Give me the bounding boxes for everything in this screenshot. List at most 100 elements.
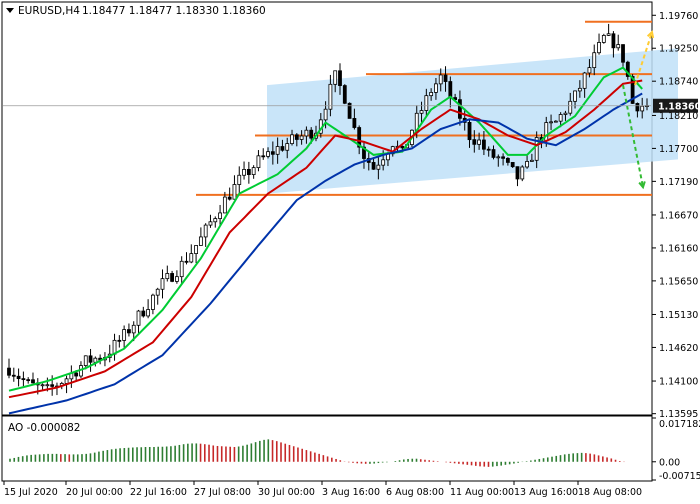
time-axis: 15 Jul 2020 20 Jul 00:00 22 Jul 16:00 27 Ju… xyxy=(3,481,642,498)
candle-body xyxy=(534,137,539,161)
candle-body xyxy=(597,42,601,54)
candle-body xyxy=(438,74,443,85)
ao-tick-label: 0.017182 xyxy=(659,419,700,430)
candle-body xyxy=(424,95,429,111)
candle-body xyxy=(577,87,582,92)
candle-body xyxy=(347,102,352,119)
current-price-box xyxy=(653,98,698,113)
candle-body xyxy=(83,355,88,366)
candle-body xyxy=(179,260,184,278)
price-axis: 1.19760 1.19250 1.18740 1.18210 1.17700 1.171… xyxy=(652,11,700,420)
candle-body xyxy=(198,236,203,246)
forecast-arrow-up xyxy=(634,31,653,86)
candle-body xyxy=(64,378,69,384)
candle-body xyxy=(486,148,491,151)
candle-body xyxy=(213,218,218,223)
candle-body xyxy=(568,100,573,114)
candle-body xyxy=(520,166,525,180)
candle-body xyxy=(11,374,16,377)
candle-body xyxy=(251,167,256,175)
candle-body xyxy=(136,310,141,326)
candle-body xyxy=(621,44,625,63)
candle-body xyxy=(208,221,213,226)
price-tick-label: 1.14620 xyxy=(659,343,698,354)
moving-averages xyxy=(8,66,643,415)
candle-body xyxy=(26,379,31,382)
current-price-label: 1.18360 xyxy=(658,101,700,112)
candle-body xyxy=(256,155,261,169)
candle-body xyxy=(146,309,151,317)
candle-body xyxy=(510,162,515,168)
ao-tick-label: 0.00 xyxy=(659,457,680,468)
candle-body xyxy=(458,99,462,119)
candle-body xyxy=(616,44,621,49)
candle-body xyxy=(232,184,237,200)
channel-layer xyxy=(267,48,678,194)
price-tick-label: 1.18210 xyxy=(659,111,698,122)
candle-body xyxy=(155,288,160,296)
candle-body xyxy=(342,85,347,104)
price-tick-label: 1.16160 xyxy=(659,243,698,254)
candle-body xyxy=(529,159,534,162)
candle-body xyxy=(280,146,285,151)
candle-body xyxy=(294,134,299,140)
candle-body xyxy=(74,372,79,377)
candle-body xyxy=(544,122,549,142)
time-tick-label: 18 Aug 08:00 xyxy=(578,487,642,498)
candle-body xyxy=(304,129,309,137)
price-tick-label: 1.16670 xyxy=(659,210,698,221)
candle-body xyxy=(376,164,381,170)
candle-body xyxy=(141,310,146,317)
candle-body xyxy=(122,329,127,341)
price-tick-label: 1.19250 xyxy=(659,44,698,55)
ao-histogram xyxy=(9,439,625,467)
price-tick-label: 1.18740 xyxy=(659,77,698,88)
candle-body xyxy=(328,83,333,110)
candle-body xyxy=(127,329,131,334)
price-tick-label: 1.15650 xyxy=(659,276,698,287)
main-panel-frame xyxy=(1,1,653,416)
time-tick-label: 22 Jul 16:00 xyxy=(130,487,187,498)
time-tick-label: 6 Aug 08:00 xyxy=(386,487,444,498)
candle-body xyxy=(338,70,342,86)
candle-body xyxy=(400,145,405,149)
candle-body xyxy=(549,121,553,124)
candle-body xyxy=(611,33,616,49)
candle-body xyxy=(573,90,577,102)
candle-body xyxy=(482,139,486,150)
ao-axis: 0.017182 0.00 -0.007155 xyxy=(652,417,700,482)
time-tick-label: 30 Jul 00:00 xyxy=(258,487,315,498)
candle-body xyxy=(242,169,246,176)
candle-body xyxy=(635,103,640,112)
candle-body xyxy=(515,166,520,180)
candle-body xyxy=(582,72,587,89)
candle-body xyxy=(362,146,366,159)
candle-body xyxy=(203,224,208,238)
candle-body xyxy=(160,278,165,290)
candle-body xyxy=(174,276,179,282)
candle-body xyxy=(630,76,635,104)
candle-body xyxy=(434,83,438,93)
candle-body xyxy=(592,52,597,69)
candle-body xyxy=(357,127,362,148)
forecast-arrow-down xyxy=(622,84,644,188)
time-tick-label: 27 Jul 08:00 xyxy=(194,487,251,498)
candle-body xyxy=(165,273,170,280)
ao-indicator-label: AO -0.000082 xyxy=(8,422,81,434)
candle-body xyxy=(448,81,453,98)
candle-body xyxy=(587,67,592,74)
candle-body xyxy=(371,162,376,170)
candle-body xyxy=(266,151,270,157)
candle-body xyxy=(429,92,434,97)
price-tick-label: 1.13595 xyxy=(659,409,698,420)
symbol-dropdown-icon[interactable] xyxy=(6,8,14,13)
candle-body xyxy=(16,375,21,380)
candle-body xyxy=(606,33,611,36)
price-tick-label: 1.19760 xyxy=(659,11,698,22)
time-tick-label: 11 Aug 00:00 xyxy=(450,487,514,498)
candle-body xyxy=(227,196,232,200)
candle-body xyxy=(472,139,477,145)
candle-body xyxy=(491,149,496,158)
